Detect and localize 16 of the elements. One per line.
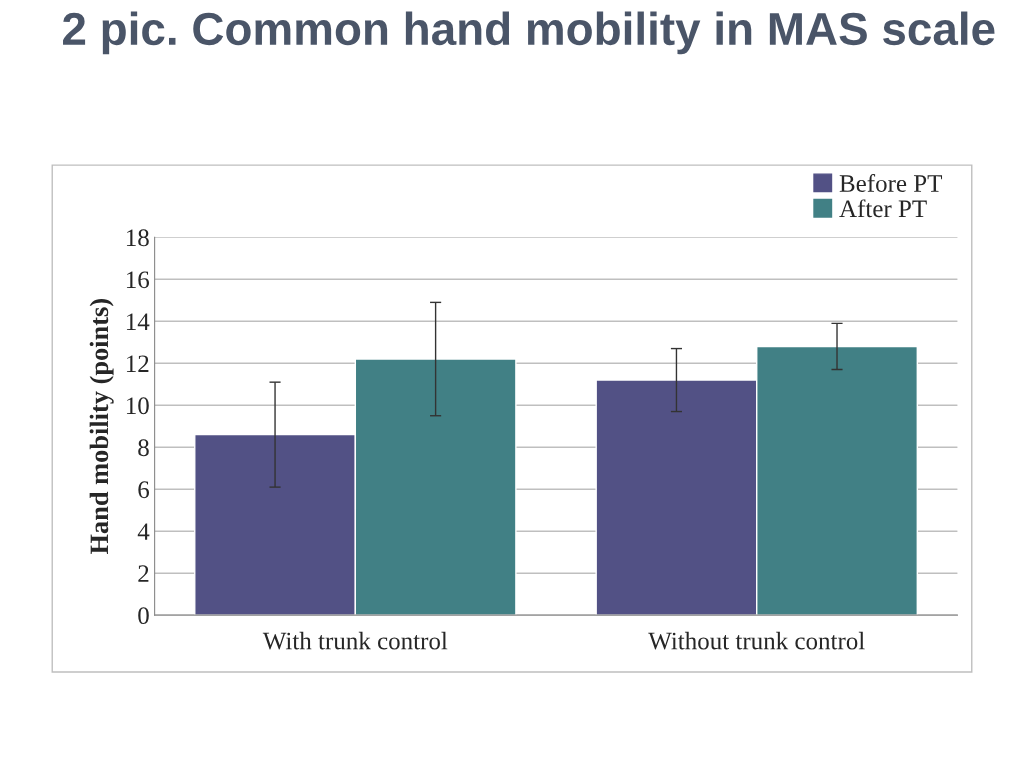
y-tick-label: 14 bbox=[126, 313, 150, 330]
y-tick-label: 18 bbox=[126, 229, 149, 247]
y-tick-label: 0 bbox=[138, 607, 149, 625]
y-tick-label: 4 bbox=[137, 523, 150, 540]
legend-label: Before PT bbox=[839, 174, 943, 192]
x-tick-label: With trunk control bbox=[262, 631, 448, 650]
y-tick-label: 12 bbox=[126, 355, 149, 372]
y-tick-label: 8 bbox=[138, 439, 149, 457]
legend-label: After PT bbox=[839, 199, 927, 218]
y-axis-title: Hand mobility (points) bbox=[89, 299, 114, 555]
chart-title: 2 pic. Common hand mobility in MAS scale bbox=[63, 11, 995, 55]
y-tick-label: 6 bbox=[138, 481, 150, 499]
x-tick-label: Without trunk control bbox=[648, 631, 865, 650]
y-tick-label: 10 bbox=[126, 397, 149, 415]
y-tick-label: 16 bbox=[126, 271, 150, 289]
y-tick-label: 2 bbox=[138, 565, 149, 582]
